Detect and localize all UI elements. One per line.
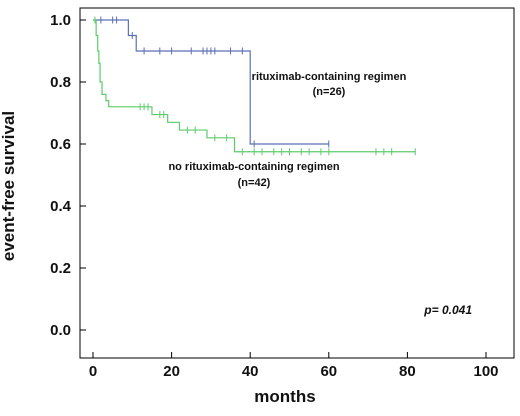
series-count-no-rituximab: (n=42) [238, 177, 271, 189]
plot-frame [79, 7, 515, 359]
y-axis-ticks: 0.0 0.2 0.4 0.6 0.8 1.0 [50, 12, 86, 339]
p-value-label: p= 0.041 [423, 303, 472, 317]
x-tick-label: 80 [399, 363, 416, 380]
series-label-rituximab: rituximab-containing regimen [252, 71, 407, 83]
x-axis-ticks: 0 20 40 60 80 100 [89, 352, 499, 380]
series-count-rituximab: (n=26) [313, 86, 346, 98]
series-no-rituximab [93, 16, 416, 156]
x-tick-label: 20 [163, 363, 180, 380]
y-tick-label: 0.0 [50, 322, 71, 339]
y-tick-label: 0.2 [50, 260, 71, 277]
series-line-rituximab [93, 19, 329, 145]
y-tick-label: 0.6 [50, 136, 71, 153]
x-tick-label: 60 [320, 363, 337, 380]
y-tick-label: 0.8 [50, 74, 71, 91]
y-tick-label: 0.4 [50, 198, 72, 215]
series-label-no-rituximab: no rituximab-containing regimen [168, 161, 339, 173]
series-rituximab [93, 16, 330, 148]
y-axis-title: event-free survival [0, 111, 18, 261]
series-line-no-rituximab [93, 19, 416, 153]
y-tick-label: 1.0 [50, 12, 71, 29]
survival-curves [93, 16, 416, 156]
x-axis-title: months [254, 387, 315, 406]
x-tick-label: 100 [473, 363, 498, 380]
x-tick-label: 0 [89, 363, 97, 380]
x-tick-label: 40 [242, 363, 259, 380]
